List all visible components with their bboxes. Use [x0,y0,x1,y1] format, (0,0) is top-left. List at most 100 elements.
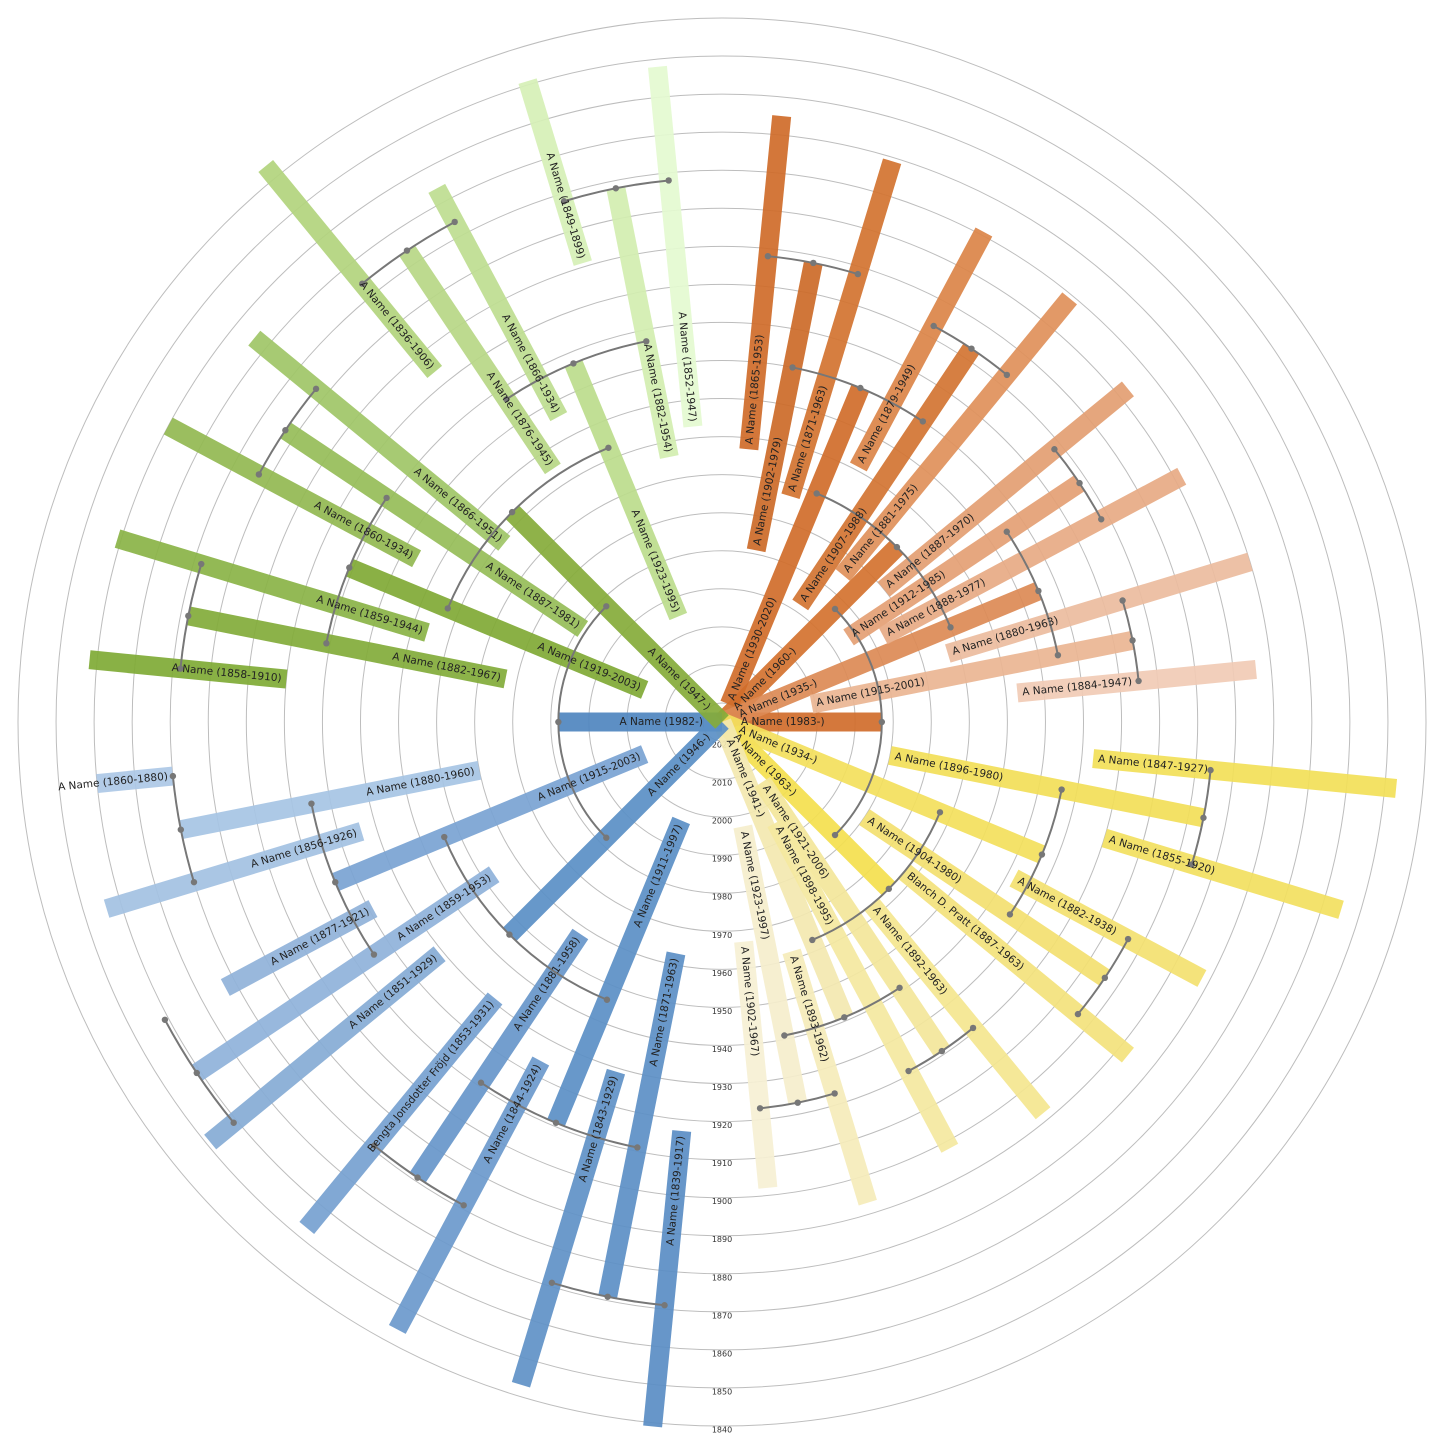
connector-dot [938,1047,946,1055]
connector-dot [831,605,839,613]
connector-dot [603,603,610,610]
grid-ring [131,131,1313,1313]
connector-dot [813,490,820,497]
life-bar [248,330,511,551]
connector-dot [930,322,937,330]
connector-dot [1035,587,1042,595]
connector-dot [1003,528,1010,535]
life-bar [843,475,1085,646]
tick-label: 1930 [712,1083,732,1092]
connector-dot [308,800,315,807]
connector-dot [878,718,886,726]
tick-label: 1840 [712,1426,732,1435]
life-bar [746,261,823,553]
connector-dot [893,543,901,551]
grid-ring [321,321,1123,1123]
tick-label: 1870 [712,1311,732,1320]
connector-dot [346,564,353,571]
connector-dot [1101,974,1109,982]
life-bar [428,183,568,422]
connector-dot [809,936,816,944]
life-bar [547,816,691,1127]
connector-dot [604,1293,611,1300]
grid-ring [398,398,1046,1046]
grid-ring [512,512,932,932]
connector-dot [370,951,378,958]
person-label: A Name (1855-1920) [1107,834,1216,877]
tick-labels: 2020201020001990198019701960195019401930… [712,741,732,1435]
connector-dot [841,1014,848,1021]
life-bar [859,809,1111,986]
connector-dot [444,605,451,612]
life-bar [877,381,1134,597]
life-bar [718,582,1043,731]
tick-label: 1940 [712,1045,732,1054]
life-bar [606,186,679,459]
tick-label: 1970 [712,931,732,940]
grid-ring [436,436,1008,1008]
life-bar [878,467,1187,645]
person-label: A Name (1983-) [741,716,825,728]
connector-dot [831,1090,838,1097]
connector-dot [190,878,198,886]
connector-dot [969,1024,977,1032]
connector-dot [161,1016,169,1023]
connector-dot [603,834,610,841]
person-label: A Name (1843-1929) [577,1075,620,1184]
connector-dot [661,1302,668,1309]
life-bar [299,992,503,1234]
connector-dot [169,772,177,780]
life-bar [502,715,729,942]
tick-label: 1960 [712,969,732,978]
life-bar [754,776,950,1057]
life-bar [345,558,649,699]
bars [88,65,1398,1428]
connector-dot [831,831,839,839]
life-bar [388,1056,550,1334]
connector-dot [560,198,568,205]
person-label: A Name (1947-) [645,645,713,713]
connector-dot [1074,1010,1082,1018]
life-bar [715,540,904,729]
connector-dot [885,885,893,893]
life-bar [733,824,808,1105]
connector-dot [1135,677,1142,685]
life-bar [163,417,422,568]
connector-dot [555,718,562,726]
connector-dot [460,1202,467,1209]
life-bar [178,760,482,839]
connector-dot [1124,935,1132,943]
tick-label: 1980 [712,893,732,902]
connector-dot [1129,637,1136,644]
connector-dot [1006,911,1014,918]
tick-label: 2010 [712,779,732,788]
life-bar [945,552,1253,663]
tick-label: 1920 [712,1121,732,1130]
connector-dot [403,247,411,254]
life-bar [809,631,1135,714]
life-bar [1092,749,1398,798]
connector-dot [936,809,944,816]
life-bar [713,718,854,1021]
connector-dot [508,508,516,516]
connector-dot [1003,371,1011,379]
life-bar [204,946,446,1150]
connector-dot [947,624,954,631]
connector-dot [503,396,510,403]
connector-dot [548,1279,556,1286]
connector-dot [781,1032,788,1039]
life-bar [792,343,980,611]
grid-ring [17,17,1427,1427]
tick-label: 1890 [712,1235,732,1244]
tick-label: 1910 [712,1159,732,1168]
connector-dot [665,177,672,184]
life-bar [720,384,870,709]
connector-dot [1098,516,1105,523]
connector-dot [756,1105,764,1112]
life-bar [648,65,703,428]
connector-dot [193,1069,200,1077]
connector-dot [1054,651,1062,659]
life-bar [888,746,1206,828]
life-bar [835,292,1077,581]
